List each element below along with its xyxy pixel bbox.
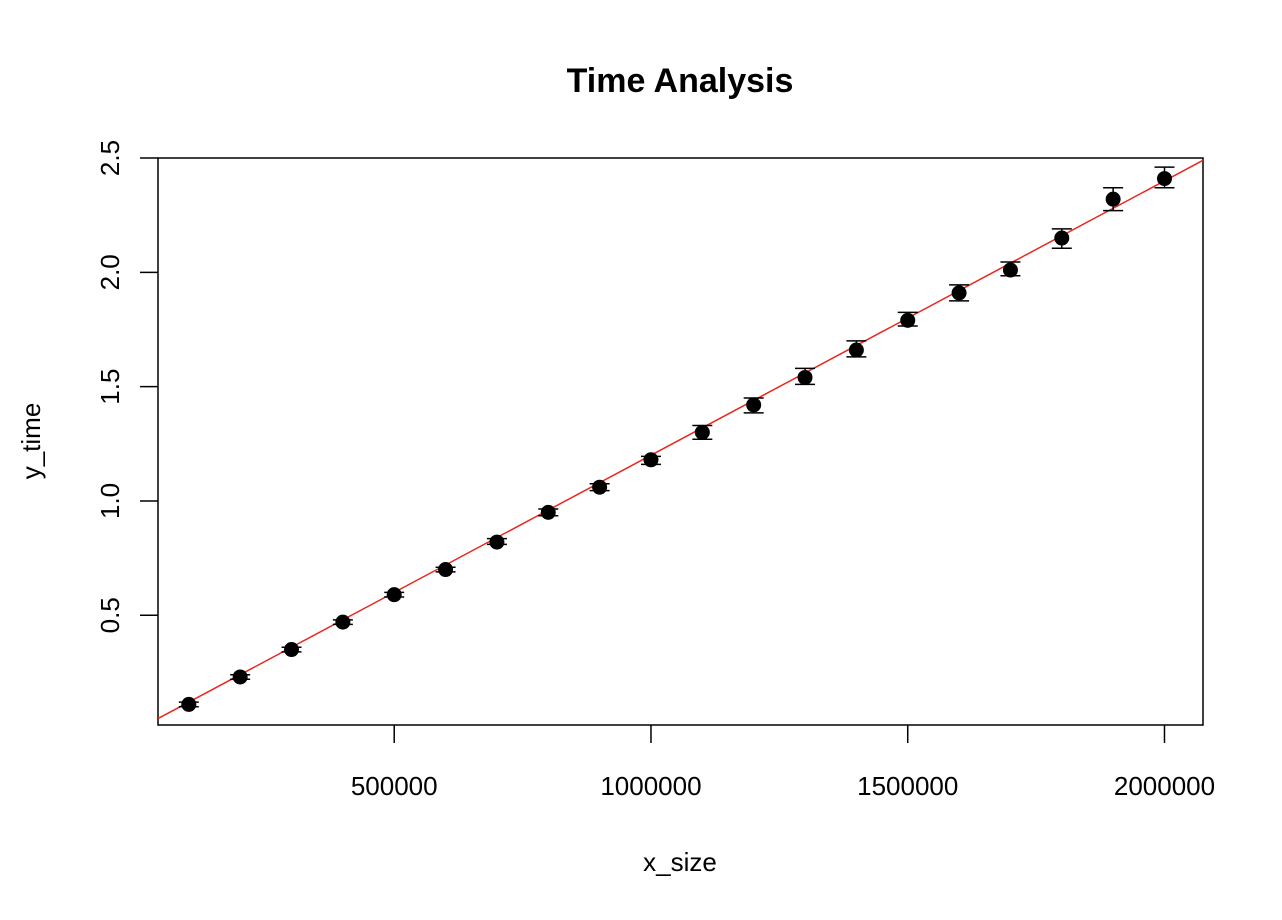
x-tick-label: 2000000 <box>1114 771 1215 801</box>
data-point <box>438 562 454 578</box>
data-point <box>1002 262 1018 278</box>
data-point <box>284 642 300 658</box>
y-tick-label: 2.0 <box>95 254 125 290</box>
x-axis-label: x_size <box>643 847 717 877</box>
x-tick-label: 1000000 <box>600 771 701 801</box>
data-point <box>746 397 762 413</box>
error-bars-layer <box>178 166 1175 708</box>
data-point <box>1156 171 1172 187</box>
data-point <box>643 452 659 468</box>
data-point <box>540 504 556 520</box>
chart-title: Time Analysis <box>567 62 794 100</box>
data-point <box>1105 191 1121 207</box>
fit-layer <box>157 159 1204 720</box>
y-tick-label: 2.5 <box>95 140 125 176</box>
data-point <box>386 587 402 603</box>
y-axis-label: y_time <box>16 403 46 480</box>
x-tick-label: 500000 <box>351 771 438 801</box>
data-point <box>232 669 248 685</box>
x-axis: 500000 1000000 1500000 2000000 <box>351 725 1215 801</box>
data-point <box>489 534 505 550</box>
y-tick-label: 1.5 <box>95 369 125 405</box>
data-points-layer <box>181 171 1172 712</box>
data-point <box>797 369 813 385</box>
fit-line <box>157 159 1204 720</box>
data-point <box>592 479 608 495</box>
data-point <box>335 614 351 630</box>
plot-frame <box>157 157 1204 726</box>
x-tick-label: 1500000 <box>857 771 958 801</box>
y-tick-label: 0.5 <box>95 597 125 633</box>
y-tick-label: 1.0 <box>95 483 125 519</box>
y-axis: 0.5 1.0 1.5 2.0 2.5 <box>95 140 158 633</box>
data-point <box>951 285 967 301</box>
data-point <box>694 424 710 440</box>
data-point <box>900 312 916 328</box>
data-point <box>1054 230 1070 246</box>
data-point <box>848 342 864 358</box>
data-point <box>181 696 197 712</box>
